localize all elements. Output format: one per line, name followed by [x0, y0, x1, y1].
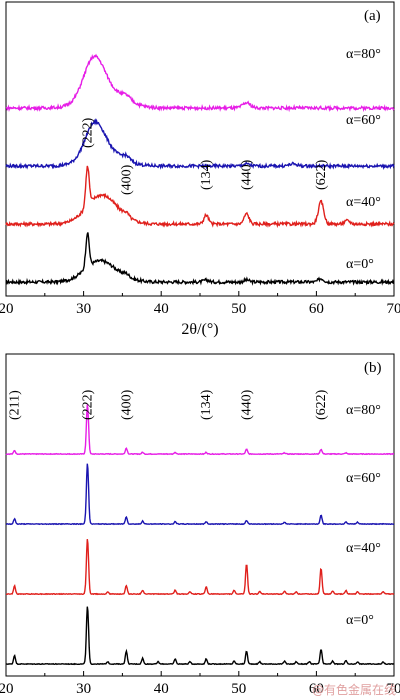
panel-label: (b)	[364, 360, 382, 376]
x-tick-label-2: 40	[154, 301, 169, 317]
peak-label-5: (622)	[314, 389, 329, 420]
x-tick-label-0: 20	[0, 301, 14, 317]
x-tick-label-3: 50	[231, 681, 246, 697]
panel-a-chart: α=0° α=40° α=60° α=80° (222) (400) (134) (440) (…	[0, 1, 400, 338]
x-tick-label-5: 70	[387, 681, 400, 697]
series-line-2	[5, 463, 395, 526]
series-label-0: α=0°	[346, 257, 374, 272]
peak-label-4: (440)	[240, 389, 255, 420]
peak-label-0: (211)	[8, 390, 23, 420]
peak-label-0: (222)	[80, 117, 95, 148]
x-tick-label-5: 70	[387, 301, 400, 317]
x-axis-label: 2θ/(°)	[181, 321, 218, 338]
x-tick-label-2: 40	[154, 681, 169, 697]
series-label-3: α=80°	[346, 403, 381, 418]
series-line-1	[5, 165, 395, 229]
series-label-0: α=0°	[346, 613, 374, 628]
peak-label-1: (400)	[119, 164, 134, 195]
series-line-1	[6, 539, 395, 596]
series-line-0	[5, 606, 395, 666]
plot-frame	[5, 1, 395, 297]
series-line-3	[5, 404, 395, 456]
series-label-1: α=40°	[346, 195, 381, 210]
series-line-3	[5, 53, 395, 113]
x-tick-label-0: 20	[0, 681, 14, 697]
series-label-2: α=60°	[346, 471, 381, 486]
watermark-text: @有色金属在线	[311, 683, 396, 697]
x-tick-label-1: 30	[76, 681, 91, 697]
peak-label-3: (440)	[240, 159, 255, 190]
panel-label: (a)	[364, 8, 381, 24]
x-tick-label-4: 60	[309, 301, 324, 317]
series-label-2: α=60°	[346, 113, 381, 128]
x-tick-label-1: 30	[76, 301, 91, 317]
series-line-2	[5, 117, 395, 171]
x-tick-label-3: 50	[231, 301, 246, 317]
peak-label-3: (134)	[199, 389, 214, 420]
peak-label-1: (222)	[80, 389, 95, 420]
peak-label-4: (622)	[314, 159, 329, 190]
peak-label-2: (400)	[119, 389, 134, 420]
series-line-0	[5, 232, 395, 286]
series-label-3: α=80°	[346, 47, 381, 62]
x-tick-label-4: 60	[309, 681, 324, 697]
panel-b-chart: α=0° α=40° α=60° α=80° (211) (222) (400) (134) (…	[0, 353, 400, 697]
series-label-1: α=40°	[346, 541, 381, 556]
peak-label-2: (134)	[199, 159, 214, 190]
